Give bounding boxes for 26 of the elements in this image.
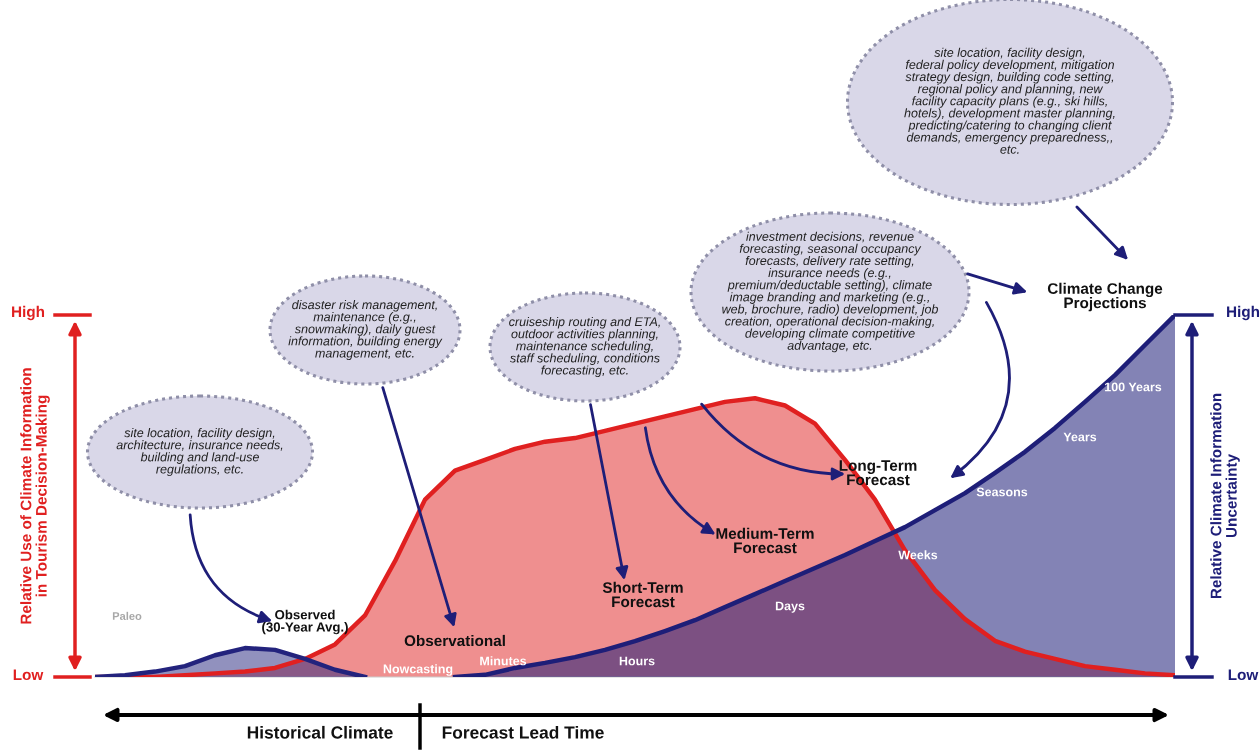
y2-axis-title: Relative Climate Information Uncertainty: [1210, 393, 1240, 599]
text: Climate Change Projections: [1047, 282, 1163, 312]
annotation: disaster risk management, maintenance (e.g., snowmaking), daily guest information, building energy management, etc.: [288, 299, 443, 361]
text: Low: [1228, 669, 1259, 681]
annotation: site location, facility design, architecture, insurance needs, building and land-use regulations, etc.: [116, 428, 283, 476]
annotation: Paleo: [112, 611, 142, 620]
annotation: Observed (30-Year Avg.): [262, 609, 348, 635]
annotation: Observational: [404, 634, 505, 647]
text: High: [1227, 305, 1260, 321]
annotation: Medium-Term Forecast: [716, 527, 814, 554]
annotation: Days: [775, 601, 805, 613]
text: Forecast Lead Time: [442, 725, 604, 739]
y-axis-title: Relative Use of Climate Information in Tourism Decision-Making: [20, 368, 50, 624]
annotation: Years: [1063, 432, 1097, 442]
annotation: Minutes: [480, 656, 527, 666]
annotation: Seasons: [976, 487, 1028, 497]
text: investment decisions, revenue forecasting, seasonal occupancy forecasts, delivery rate setting, insurance needs (e.g., premium/deductable setting), climate image branding and marketing (e.g., web, brochure, radio) development, job creation, operational decision-making, developing climate competitive advantage, etc.: [722, 231, 939, 353]
annotation: Hours: [619, 656, 655, 666]
text: Low: [13, 669, 44, 681]
annotation: cruiseship routing and ETA, outdoor activities planning, maintenance scheduling, staff scheduling, conditions forecasting, etc.: [509, 316, 660, 378]
annotation: Nowcasting: [383, 664, 453, 676]
annotation: Short-Term Forecast: [602, 581, 683, 608]
annotation: 100 Years: [1105, 382, 1162, 392]
text: High: [12, 305, 45, 321]
text: Historical Climate: [247, 725, 393, 739]
text: site location, facility design, federal policy development, mitigation strategy design, building code setting, regional policy and planning, new facility capacity plans (e.g., ski hills, hotels), development master planning, predicting/catering to changing client demands, emergency preparedness,, etc.: [904, 47, 1115, 154]
